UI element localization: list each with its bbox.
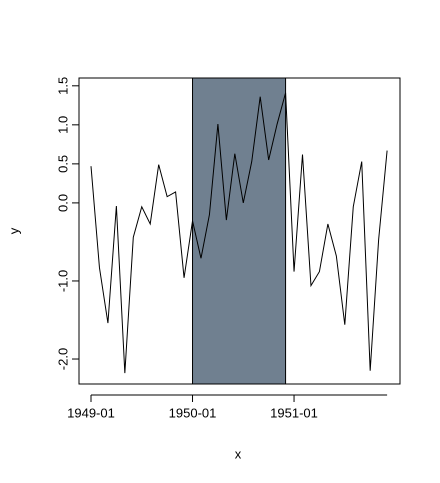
y-tick-label: -2.0 [55, 348, 70, 370]
x-tick-label: 1950-01 [169, 405, 217, 420]
x-tick-label: 1951-01 [270, 405, 318, 420]
y-tick-label: -1.0 [55, 270, 70, 292]
y-tick-label: 1.0 [55, 116, 70, 134]
plot-frame [78, 77, 401, 385]
y-tick-label: 0.0 [55, 194, 70, 212]
x-tick-label: 1949-01 [67, 405, 115, 420]
y-tick-label: 0.5 [55, 155, 70, 173]
data-line [90, 92, 388, 374]
highlight-region [192, 77, 287, 385]
y-axis-label: y [6, 227, 21, 234]
x-axis-label: x [235, 446, 242, 461]
y-tick-label: 1.5 [55, 77, 70, 95]
